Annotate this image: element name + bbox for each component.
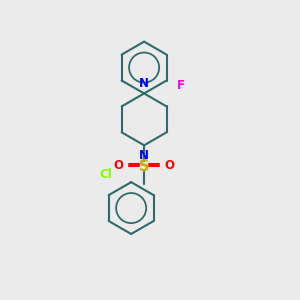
Text: N: N bbox=[139, 77, 149, 90]
Text: O: O bbox=[113, 159, 124, 172]
Text: Cl: Cl bbox=[99, 168, 112, 181]
Text: N: N bbox=[139, 149, 149, 162]
Text: S: S bbox=[139, 159, 149, 174]
Text: F: F bbox=[177, 79, 185, 92]
Text: O: O bbox=[165, 159, 175, 172]
